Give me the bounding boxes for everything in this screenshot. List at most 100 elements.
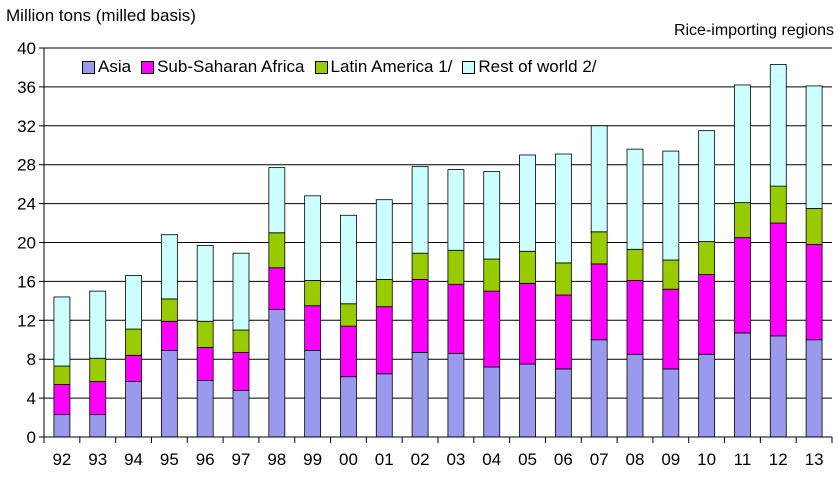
bar-segment-1 <box>554 294 572 370</box>
bar-segment-1 <box>447 283 465 354</box>
legend-label: Rest of world 2/ <box>478 57 597 76</box>
legend-item-sub-saharan-africa: Sub-Saharan Africa <box>141 57 305 77</box>
bar-segment-2 <box>89 357 107 382</box>
bar-segment-0 <box>805 339 823 438</box>
bar-segment-3 <box>519 154 536 252</box>
x-tick-label: 03 <box>446 450 465 469</box>
bar-segment-0 <box>89 414 107 438</box>
y-tick-label: 20 <box>17 234 36 253</box>
y-tick-label: 40 <box>17 39 36 58</box>
y-tick-label: 36 <box>17 78 36 97</box>
bar-segment-1 <box>53 384 71 416</box>
y-tick-label: 24 <box>17 195 36 214</box>
bars <box>53 64 823 438</box>
bar-segment-0 <box>196 380 214 438</box>
y-tick-label: 32 <box>17 117 36 136</box>
bar-segment-1 <box>89 381 107 416</box>
bar-segment-2 <box>375 279 393 308</box>
y-tick-label: 4 <box>27 389 36 408</box>
bar-segment-1 <box>734 237 751 334</box>
bar-segment-0 <box>53 414 71 438</box>
bar-segment-1 <box>698 274 716 355</box>
x-tick-label: 12 <box>769 450 788 469</box>
x-tick-label: 13 <box>805 450 824 469</box>
bar-segment-3 <box>483 171 501 260</box>
y-tick-label: 8 <box>27 350 36 369</box>
bar-segment-0 <box>734 332 751 438</box>
bar-segment-2 <box>268 232 286 269</box>
bar-segment-1 <box>375 306 393 375</box>
x-tick-label: 96 <box>196 450 215 469</box>
bar-segment-0 <box>519 363 536 438</box>
bar-segment-3 <box>89 290 107 359</box>
bar-segment-3 <box>734 84 751 204</box>
bar-segment-1 <box>411 279 429 353</box>
bar-segment-0 <box>268 309 286 438</box>
bar-segment-2 <box>304 280 322 307</box>
x-tick-label: 06 <box>554 450 573 469</box>
bar-segment-2 <box>125 328 142 356</box>
bar-segment-1 <box>160 320 178 351</box>
bar-segment-0 <box>554 368 572 438</box>
x-tick-label: 93 <box>88 450 107 469</box>
legend-swatch <box>314 60 328 74</box>
bar-segment-1 <box>268 267 286 311</box>
bar-segment-1 <box>805 244 823 341</box>
x-tick-label: 01 <box>375 450 394 469</box>
bar-segment-2 <box>805 208 823 245</box>
bar-segment-1 <box>519 282 536 365</box>
x-tick-label: 02 <box>411 450 430 469</box>
x-tick-label: 11 <box>734 450 752 469</box>
bar-segment-0 <box>483 366 501 438</box>
bar-segment-1 <box>232 351 250 391</box>
x-tick-label: 10 <box>697 450 716 469</box>
bar-segment-2 <box>411 252 429 280</box>
legend-swatch <box>82 60 95 74</box>
bar-segment-1 <box>340 325 357 378</box>
y-tick-label: 28 <box>17 156 36 175</box>
bar-segment-3 <box>196 245 214 322</box>
legend-swatch <box>462 60 476 74</box>
bar-segment-3 <box>447 169 465 251</box>
y-tick-label: 0 <box>27 428 36 447</box>
bar-segment-0 <box>160 350 178 438</box>
bar-segment-2 <box>447 249 465 285</box>
legend-label: Latin America 1/ <box>330 57 453 76</box>
bar-segment-1 <box>196 347 214 381</box>
x-tick-label: 05 <box>518 450 537 469</box>
legend-item-latin-america: Latin America 1/ <box>314 57 453 77</box>
bar-segment-2 <box>554 262 572 296</box>
legend-label: Sub-Saharan Africa <box>157 57 305 76</box>
chart-subtitle: Rice-importing regions <box>673 22 834 39</box>
bar-segment-1 <box>125 354 142 382</box>
bar-segment-2 <box>626 248 644 281</box>
bar-segment-3 <box>340 214 357 305</box>
bar-segment-3 <box>53 296 71 367</box>
bar-segment-0 <box>340 376 357 438</box>
bar-segment-2 <box>483 258 501 292</box>
x-tick-label: 09 <box>661 450 680 469</box>
x-tick-label: 92 <box>52 450 71 469</box>
bar-segment-3 <box>375 199 393 280</box>
bar-segment-1 <box>662 288 680 370</box>
legend-item-asia: Asia <box>82 57 131 77</box>
bar-segment-3 <box>626 148 644 250</box>
bar-segment-2 <box>160 298 178 322</box>
x-tick-label: 00 <box>339 450 358 469</box>
bar-segment-1 <box>626 280 644 355</box>
bar-segment-0 <box>447 352 465 438</box>
x-tick-label: 98 <box>267 450 286 469</box>
bar-segment-0 <box>125 381 142 438</box>
bar-segment-3 <box>304 195 322 281</box>
x-tick-label: 95 <box>160 450 179 469</box>
bar-segment-1 <box>590 263 608 341</box>
legend: Asia Sub-Saharan Africa Latin America 1/… <box>82 57 607 77</box>
bar-segment-0 <box>304 350 322 438</box>
bar-segment-3 <box>411 166 429 254</box>
bar-segment-3 <box>160 234 178 300</box>
x-tick-label: 07 <box>590 450 609 469</box>
x-tick-label: 97 <box>232 450 251 469</box>
legend-item-rest-of-world: Rest of world 2/ <box>462 57 597 77</box>
